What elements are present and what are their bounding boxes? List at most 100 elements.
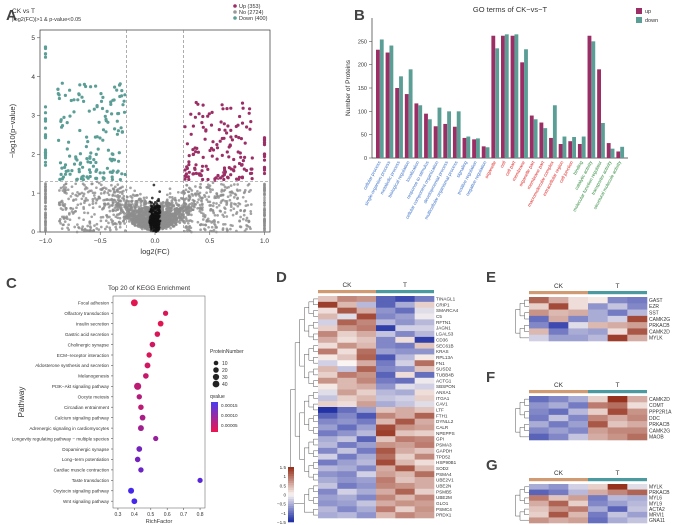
no-change-point [64,216,68,220]
up-point [262,168,267,172]
no-change-point [231,224,234,228]
heatmap-cell [395,319,415,326]
no-change-point [242,209,246,213]
heatmap-cell [356,354,377,361]
heatmap-cell [337,383,357,390]
down-point [120,94,124,98]
heatmap-cell [607,414,628,422]
heatmap-cell [318,348,338,355]
gene-label: GAPDH [436,448,452,453]
heatmap-cell [568,495,589,502]
gene-label: RPL13A [436,355,454,360]
heatmap-cell [337,500,357,507]
down-bar [427,119,432,158]
no-change-point [236,204,240,208]
y-tick-label: 100 [358,109,367,115]
heatmap-cell [548,396,569,403]
no-change-point [151,206,155,210]
gene-label: MAOB [649,435,664,441]
no-change-point [58,219,61,223]
no-change-point [86,224,90,228]
no-change-point [263,196,266,200]
up-bar [510,35,515,158]
heatmap-cell [318,319,338,326]
volcano-subtitle: |log2(FC)|>1 & p-value<0.05 [12,17,81,23]
no-change-point [192,202,196,205]
no-change-point [57,203,61,206]
no-change-point [115,228,118,231]
no-change-point [76,191,79,194]
heatmap-cell [607,315,628,323]
heatmap-cell [529,303,549,310]
up-point [214,176,218,180]
down-point [92,107,96,111]
heatmap-cell [318,436,338,443]
group-bar-ck [529,291,588,295]
heatmap-cell [627,334,648,342]
up-point [222,122,226,126]
heatmap-cell [356,331,377,338]
down-point [99,92,103,96]
no-change-point [236,189,240,193]
no-change-point [82,218,85,222]
heatmap-cell [376,331,396,338]
heatmap-cell [627,414,648,422]
down-point [89,151,93,155]
no-change-point [161,214,165,218]
no-change-point [171,213,175,217]
gene-label: CAMK2D [649,397,670,403]
no-change-point [234,203,238,206]
pathway-label: Aldosterone synthesis and secretion [35,363,109,368]
down-point [115,88,119,92]
heatmap-cell [337,447,357,455]
heatmap-cell [337,389,357,396]
down-point [57,138,61,142]
down-bar [562,136,567,158]
heatmap-cell [337,366,357,373]
legend-label: down [645,18,658,24]
heatmap-cell [548,303,569,310]
heatmap-cell [337,377,357,384]
up-point [208,148,212,153]
heatmap-cell [395,500,415,507]
heatmap-cell [588,506,608,513]
down-point [110,175,114,179]
heatmap-cell [376,325,396,332]
enrichment-dot [149,341,156,348]
heatmap-cell [318,471,338,478]
no-change-point [71,212,75,215]
heatmap-cell [318,477,338,484]
no-change-point [82,207,86,211]
up-point [187,170,191,174]
no-change-point [129,205,133,208]
group-bar-ck [529,390,588,394]
down-point [94,84,98,88]
x-tick-label: 0.8 [197,512,204,518]
gene-label: NPEPPS [436,431,455,436]
heatmap-cell [414,471,435,478]
color-legend-bar [211,402,218,432]
color-legend-title: qvalue [210,394,225,400]
heatmap-cell [356,500,377,507]
heatmap-cell [627,421,648,428]
pathway-label: Longevity regulating pathway − multiple … [12,436,110,441]
down-point [117,83,122,87]
no-change-point [142,196,146,200]
heatmap-cell [318,494,338,501]
heatmap-cell [414,401,435,408]
heatmap-cell [588,315,608,323]
up-point [226,124,230,128]
scale-cell [288,485,294,488]
down-point [95,135,99,139]
heatmap-cell [568,322,589,329]
no-change-point [62,183,66,187]
up-point [241,106,245,110]
no-change-point [124,217,128,220]
gene-label: ACTA2 [649,507,665,513]
enrichment-dot [162,310,169,316]
no-change-point [175,218,179,221]
no-change-point [263,188,266,192]
gene-label: SST [649,310,659,316]
x-tick-label: 0.5 [205,238,214,245]
